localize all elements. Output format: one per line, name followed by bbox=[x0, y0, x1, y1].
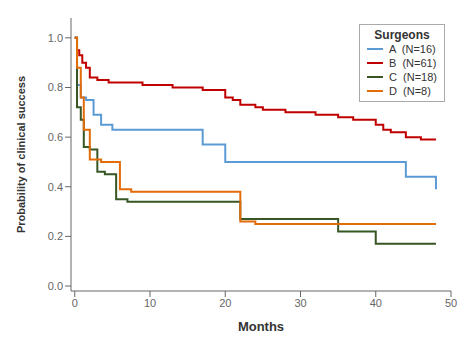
svg-text:20: 20 bbox=[219, 297, 231, 309]
svg-text:10: 10 bbox=[144, 297, 156, 309]
svg-text:0.2: 0.2 bbox=[48, 230, 63, 242]
html-text:B (N=61): B (N=61) bbox=[389, 57, 437, 69]
svg-text:Months: Months bbox=[238, 319, 284, 334]
svg-text:0: 0 bbox=[72, 297, 78, 309]
svg-text:50: 50 bbox=[445, 297, 457, 309]
svg-text:0.6: 0.6 bbox=[48, 131, 63, 143]
html-text:C (N=18): C (N=18) bbox=[389, 71, 437, 83]
svg-text:Probability of clinical succes: Probability of clinical success bbox=[15, 76, 27, 233]
svg-text:1.0: 1.0 bbox=[48, 32, 63, 44]
html-text:A (N=16): A (N=16) bbox=[389, 43, 436, 55]
svg-text:30: 30 bbox=[294, 297, 306, 309]
svg-text:0.0: 0.0 bbox=[48, 280, 63, 292]
svg-text:40: 40 bbox=[370, 297, 382, 309]
html-text:D (N=8): D (N=8) bbox=[389, 85, 431, 97]
html-text:Surgeons: Surgeons bbox=[374, 28, 430, 42]
svg-text:0.4: 0.4 bbox=[48, 181, 63, 193]
svg-text:0.8: 0.8 bbox=[48, 81, 63, 93]
